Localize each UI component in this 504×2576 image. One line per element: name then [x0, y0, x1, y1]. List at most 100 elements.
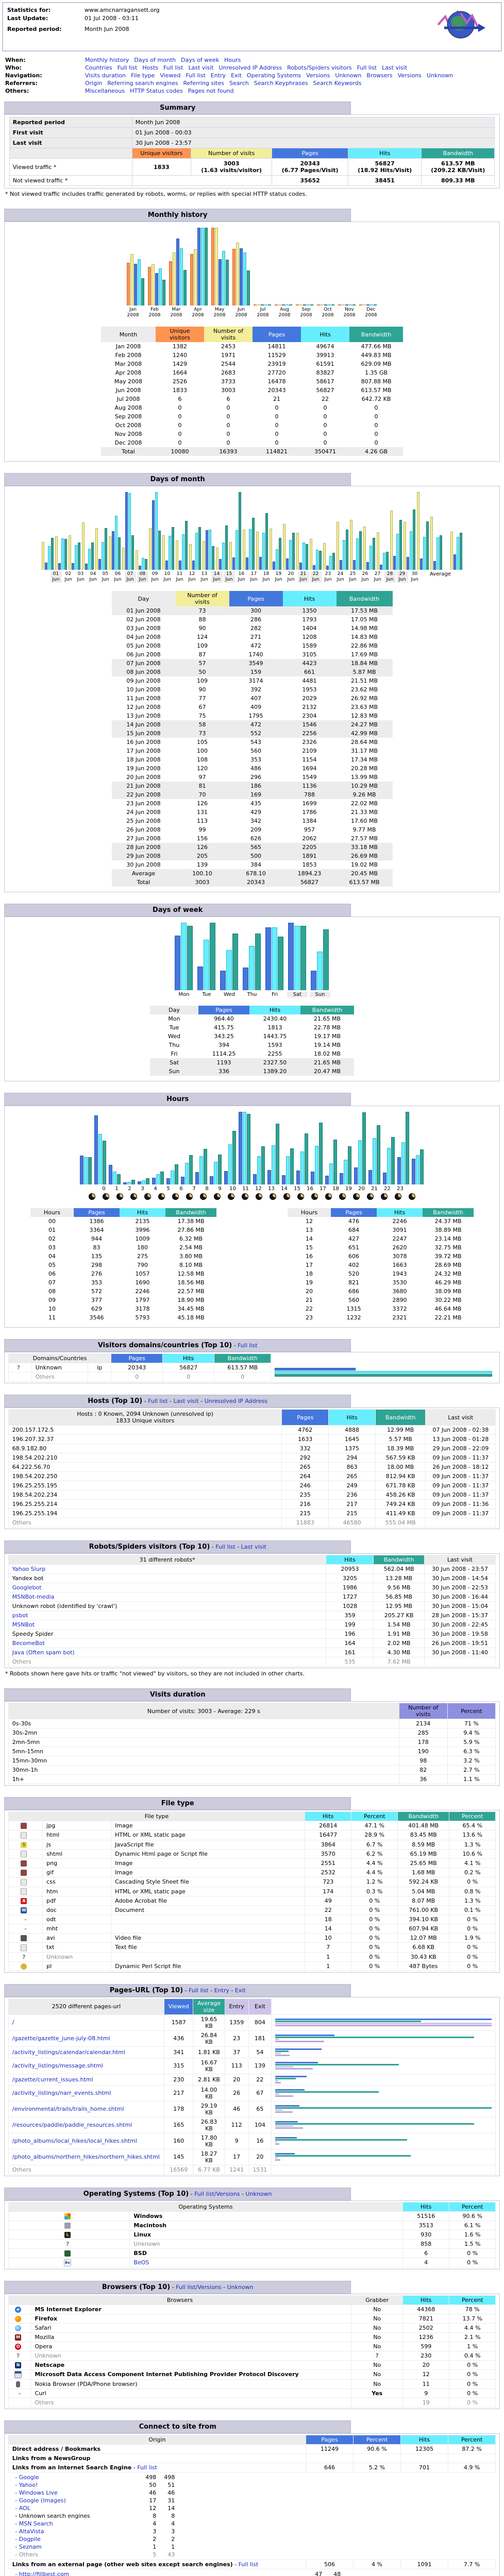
referrer-link[interactable]: - AOL [15, 2504, 30, 2512]
menu-link[interactable]: Versions [306, 72, 330, 79]
cell: Jul 2008 [116, 396, 140, 402]
bar-unique-visitors [317, 304, 320, 306]
link[interactable]: /activity_listings/calendar/calendar.htm… [12, 2048, 126, 2056]
menu-link[interactable]: Operating Systems [246, 72, 301, 79]
link[interactable]: Yahoo Slurp [12, 1566, 46, 1572]
menu-link[interactable]: Days of week [181, 57, 220, 63]
link[interactable]: /gazette/gazette_june-july-08.html [12, 2035, 110, 2042]
menu-link[interactable]: Versions [397, 72, 422, 79]
menu-link[interactable]: Referring search engines [107, 80, 178, 87]
menu-link[interactable]: Full list [117, 64, 138, 71]
menu-link[interactable]: Robots/Spiders visitors [287, 64, 352, 71]
internet-explorer-icon: e [15, 2306, 22, 2313]
menu-link[interactable]: Exit [231, 72, 242, 79]
menu-link[interactable]: File type [130, 72, 155, 79]
full-list-link[interactable]: Full list [137, 2464, 157, 2471]
link[interactable]: /photo_albums/local_hikes/local_hikes.sh… [12, 2138, 137, 2144]
menu-link[interactable]: Viewed [160, 72, 181, 79]
unknown-link[interactable]: Unknown [222, 2284, 254, 2291]
menu-link[interactable]: Hours [224, 57, 241, 63]
menu-link[interactable]: Entry [210, 72, 226, 79]
menu-link[interactable]: Unknown [426, 72, 453, 79]
full-list-link[interactable]: Full list [210, 1544, 235, 1550]
menu-link[interactable]: Full list [163, 64, 183, 71]
menu-link[interactable]: Unknown [335, 72, 362, 79]
menu-link[interactable]: Browsers [366, 72, 393, 79]
menu-link[interactable]: Last visit [382, 64, 408, 71]
menu-link[interactable]: Days of month [134, 57, 176, 63]
entry-link[interactable]: Entry [209, 1987, 229, 1994]
referrer-link[interactable]: - Windows Live [15, 2489, 58, 2496]
referrer-link[interactable]: - MSN Search [15, 2520, 53, 2527]
last-visit-link[interactable]: Last visit [168, 1398, 199, 1404]
menu-link[interactable]: Search Keyphrases [254, 80, 308, 87]
link[interactable]: Googlebot [12, 1584, 42, 1591]
full-list-link[interactable]: Full list [238, 2561, 259, 2568]
bar-pages [94, 1115, 98, 1184]
menu-link[interactable]: Miscellaneous [85, 88, 125, 94]
full-list-link[interactable]: Full list [232, 1342, 257, 1349]
cell: 3996 [135, 1227, 150, 1233]
menu-link[interactable]: Search [229, 80, 249, 87]
menu-link[interactable]: Hosts [142, 64, 158, 71]
menu-link[interactable]: Visits duration [85, 72, 126, 79]
link[interactable]: /resources/paddle/paddle_resources.shtml [12, 2122, 132, 2128]
os-row: BSD 6 0 % [8, 2248, 496, 2258]
menu-link[interactable]: Pages not found [188, 88, 234, 94]
cell: 15 [306, 1244, 313, 1251]
cell: 394 [219, 1042, 229, 1048]
unknown-link[interactable]: Unknown [240, 2191, 272, 2197]
full-list-link[interactable]: Full list [183, 1987, 208, 1994]
link[interactable]: /activity_listings/message.shtml [12, 2062, 103, 2069]
cell: txt [42, 1942, 112, 1953]
referrer-link[interactable]: - AltaVista [15, 2528, 44, 2535]
link[interactable]: MSNBot-media [12, 1594, 55, 1600]
menu-link[interactable]: Full list [357, 64, 377, 71]
full-list-versions-link[interactable]: Full list/Versions [170, 2284, 221, 2291]
menu-link[interactable]: Monthly history [85, 57, 129, 63]
cell: 16 Jun 2008 [126, 739, 161, 745]
menu-link[interactable]: Last visit [188, 64, 214, 71]
link[interactable]: /photo_albums/northern_hikes/northern_hi… [12, 2154, 160, 2160]
last-visit-link[interactable]: Last visit [236, 1544, 266, 1550]
link[interactable]: BecomeBot [12, 1640, 45, 1647]
exit-link[interactable]: Exit [229, 1987, 246, 1994]
full-list-link[interactable]: Full list [142, 1398, 167, 1404]
bar-group [275, 304, 293, 306]
menu-link[interactable]: Unresolved IP Address [219, 64, 282, 71]
referrer-link[interactable]: - Seznam [15, 2543, 42, 2550]
full-list-versions-link[interactable]: Full list/Versions [189, 2191, 240, 2197]
menu-link[interactable]: Search Keywords [313, 80, 362, 87]
menu-link[interactable]: Full list [186, 72, 206, 79]
menu-link[interactable]: Origin [85, 80, 103, 87]
cell: 567.59 KB [375, 1453, 426, 1463]
link[interactable]: psbot [12, 1612, 28, 1619]
referrer-link[interactable]: - Google (Images) [15, 2497, 66, 2504]
bar-pages [311, 1172, 314, 1184]
menu-link[interactable]: Countries [85, 64, 112, 71]
link[interactable]: / [12, 2019, 14, 2026]
menu-link[interactable]: Referring sites [183, 80, 224, 87]
menu-link[interactable]: HTTP Status codes [130, 88, 183, 94]
link[interactable]: /environmental/trails/trails_home.shtml [12, 2106, 124, 2112]
referrer-link[interactable]: - Google [15, 2473, 39, 2481]
link[interactable]: BeOS [133, 2259, 149, 2266]
link[interactable]: MSNBot [12, 1621, 35, 1628]
bar [275, 2041, 325, 2042]
cell: 8.59 MB [397, 1839, 450, 1850]
cell: 01 [48, 1227, 56, 1233]
referrer-link[interactable]: - http://fillbest.com [15, 2570, 70, 2576]
link[interactable]: Java (Often spam bot) [12, 1649, 75, 1656]
link[interactable]: /activity_listings/narr_events.shtml [12, 2090, 111, 2096]
referrer-link[interactable]: - Yahoo! [15, 2481, 38, 2488]
cell: 0.8 % [449, 1886, 496, 1896]
link[interactable]: /gazette/current_issues.html [12, 2076, 93, 2083]
cell [271, 2164, 496, 2175]
unresolved-ip-link[interactable]: Unresolved IP Address [199, 1398, 268, 1404]
cell: 486 [250, 765, 261, 772]
url-bars [275, 2062, 492, 2070]
referrer-link[interactable]: - Dogpile [15, 2535, 41, 2543]
cell: 626 [250, 835, 261, 842]
cell: 22 [322, 396, 329, 402]
day-label: 15 Jun [223, 571, 235, 583]
